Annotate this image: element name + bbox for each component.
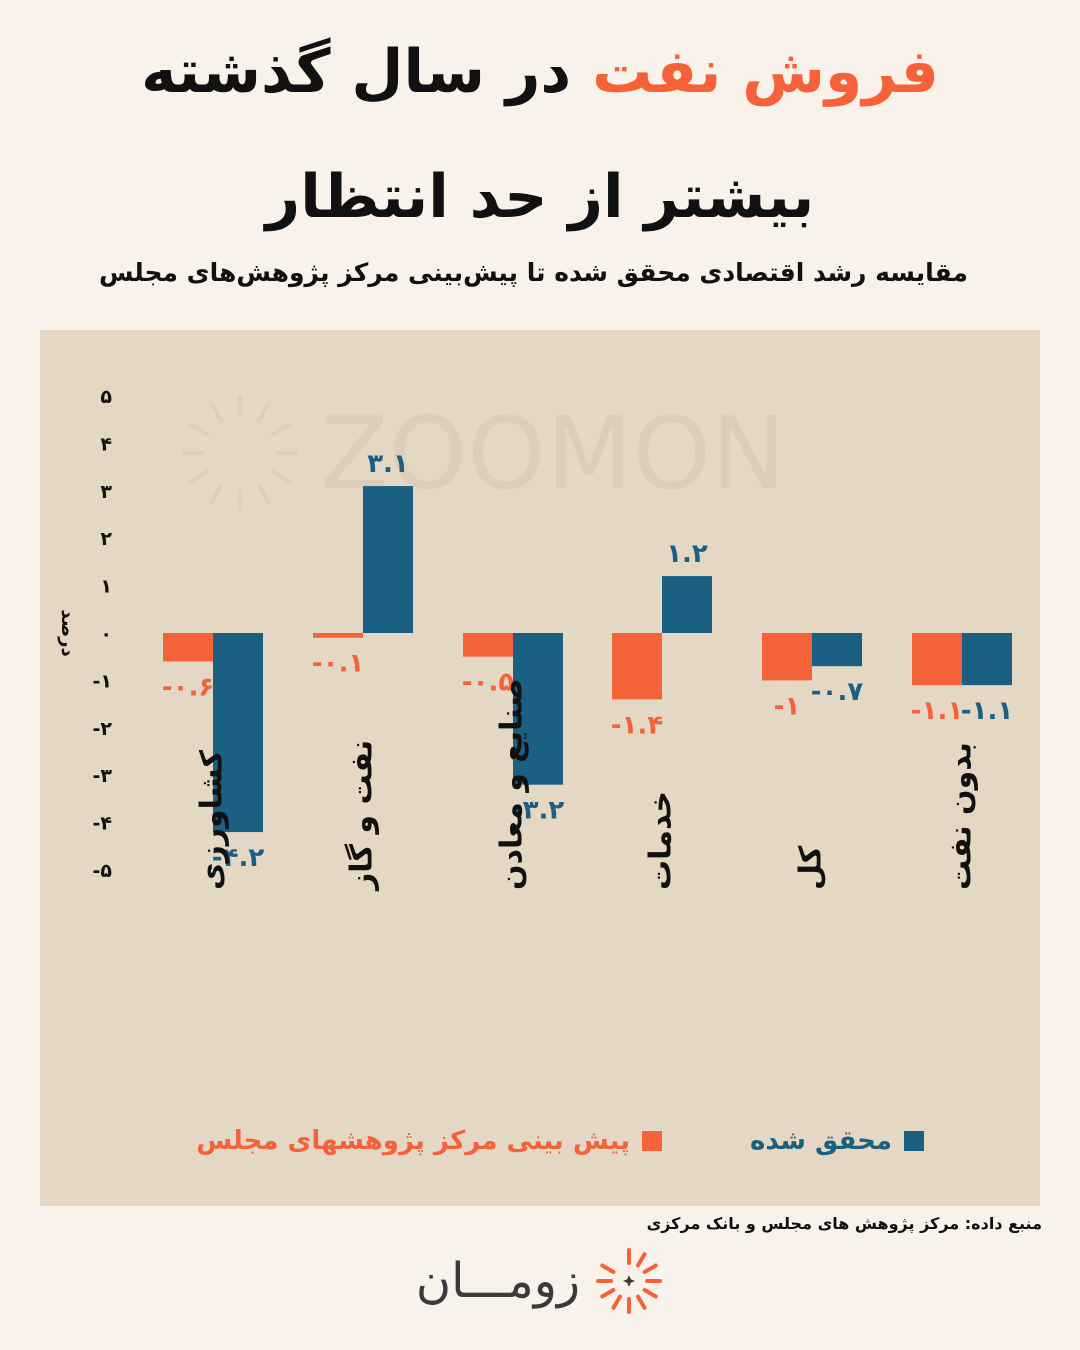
legend-label-actual: محقق شده xyxy=(750,1126,892,1156)
subtitle: مقایسه رشد اقتصادی محقق شده تا پیش‌بینی … xyxy=(98,258,968,287)
bar-actual-4 xyxy=(812,633,862,667)
bar-actual-0 xyxy=(213,633,263,833)
data-label: -۰.۵ xyxy=(462,668,515,698)
category-label: صنایع و معادن xyxy=(495,678,530,890)
data-label: -۱ xyxy=(774,691,801,721)
legend-swatch-forecast xyxy=(642,1131,662,1151)
title-accent: فروش نفت xyxy=(592,37,939,107)
y-axis-title: درصد xyxy=(57,609,78,656)
data-label: ۳.۱ xyxy=(367,449,409,479)
bar-actual-3 xyxy=(662,576,712,633)
y-tick-label: ۴ xyxy=(100,433,112,455)
chart-panel: ZOOMON درصد ۵ ۴ ۳ ۲ ۱ ۰ -۱ -۲ -۳ -۴ -۵ -۰.۶ -۰.۱ -۰.… xyxy=(40,330,1040,1206)
title-rest: در سال گذشته xyxy=(141,37,572,107)
y-tick-label: ۰ xyxy=(100,623,112,645)
data-label: -۱.۱ xyxy=(961,696,1013,726)
data-label: -۰.۱ xyxy=(312,649,364,679)
y-axis: ۵ ۴ ۳ ۲ ۱ ۰ -۱ -۲ -۳ -۴ -۵ xyxy=(93,386,113,882)
y-tick-label: -۲ xyxy=(93,718,113,740)
data-label: -۴.۲ xyxy=(212,843,265,873)
bar-forecast-5 xyxy=(912,633,962,686)
bars xyxy=(163,486,1012,833)
data-label: -۰.۶ xyxy=(162,672,214,702)
x-axis: کشاورزی نفت و گاز صنایع و معادن خدمات کل بدون… xyxy=(195,678,979,892)
data-label: -۱.۴ xyxy=(611,710,663,740)
y-tick-label: ۳ xyxy=(100,481,112,503)
category-label: کل xyxy=(794,845,829,890)
category-label: بدون نفت xyxy=(944,742,979,890)
category-label: کشاورزی xyxy=(195,750,230,890)
y-tick-label: -۵ xyxy=(93,860,113,882)
legend-swatch-actual xyxy=(904,1131,924,1151)
brand: زومـــان xyxy=(0,1246,1080,1316)
bar-forecast-3 xyxy=(612,633,662,700)
title-line-2: بیشتر از حد انتظار xyxy=(265,162,815,232)
watermark-logo-icon xyxy=(182,395,298,511)
bar-actual-1 xyxy=(363,486,413,633)
watermark: ZOOMON xyxy=(182,395,786,512)
bar-forecast-4 xyxy=(762,633,812,681)
bar-forecast-1 xyxy=(313,633,363,638)
y-tick-label: -۱ xyxy=(93,670,112,692)
data-label: -۰.۷ xyxy=(811,677,864,707)
value-labels: -۰.۶ -۰.۱ -۰.۵ -۱.۴ -۱ -۱.۱ -۴.۲ ۳.۱ -۳.۲ ۱.۲ -۰.۷… xyxy=(162,449,1013,873)
y-tick-label: ۱ xyxy=(100,576,112,598)
sunburst-logo-icon xyxy=(596,1248,663,1314)
bar-actual-5 xyxy=(962,633,1012,686)
brand-name: زومـــان xyxy=(415,1253,581,1309)
data-label: -۱.۱ xyxy=(911,696,963,726)
title-line-1: فروش نفت در سال گذشته xyxy=(0,32,1080,112)
legend-label-forecast: پیش بینی مرکز پژوهشهای مجلس xyxy=(196,1126,630,1156)
y-tick-label: -۴ xyxy=(93,813,112,835)
source-note: منبع داده: مرکز پژوهش های مجلس و بانک مر… xyxy=(646,1214,1042,1233)
category-label: نفت و گاز xyxy=(344,740,380,892)
legend-item-forecast: پیش بینی مرکز پژوهشهای مجلس xyxy=(196,1126,662,1156)
bar-actual-2 xyxy=(513,633,563,785)
category-label: خدمات xyxy=(644,791,679,890)
bar-forecast-2 xyxy=(463,633,513,657)
y-tick-label: -۳ xyxy=(93,765,113,787)
data-label: ۱.۲ xyxy=(666,539,708,569)
y-tick-label: ۵ xyxy=(100,386,112,408)
legend-item-actual: محقق شده xyxy=(750,1126,924,1156)
y-tick-label: ۲ xyxy=(100,528,112,550)
data-label: -۳.۲ xyxy=(512,796,565,826)
bar-forecast-0 xyxy=(163,633,213,662)
